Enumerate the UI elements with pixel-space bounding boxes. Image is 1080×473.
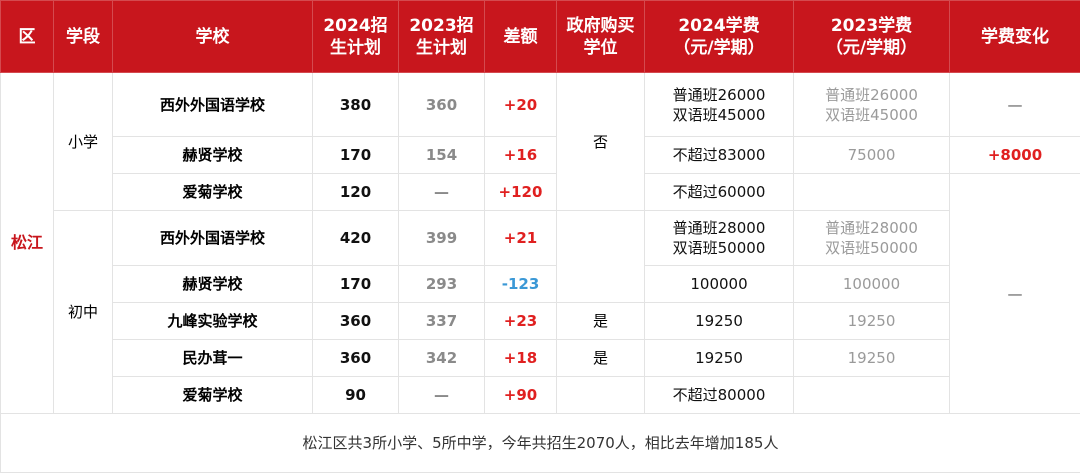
plan-2024-cell: 360 [312,339,399,377]
diff-cell: +90 [484,376,557,414]
header-text: 2023招 [409,15,474,36]
table-row: 爱菊学校 120 — +120 不超过60000 — [1,173,1080,414]
fee-line: 普通班28000 [672,219,766,237]
district-cell: 松江 [0,72,54,414]
table-row: 爱菊学校 90 — +90 不超过80000 [1,376,1080,414]
header-text: 生计划 [416,37,467,58]
plan-2023-cell: 399 [398,210,485,266]
header-plan-2024: 2024招 生计划 [312,0,399,73]
fee-2024-cell: 普通班26000 双语班45000 [644,72,794,137]
header-plan-2023: 2023招 生计划 [398,0,485,73]
fee-2024-cell: 19250 [644,302,794,340]
header-text: 2023学费 [830,15,913,36]
fee-2023-cell: 19250 [793,302,950,340]
school-cell: 民办茸一 [112,339,313,377]
diff-cell: +120 [484,173,557,211]
fee-line: 双语班50000 [825,239,918,257]
header-text: 政府购买 [566,15,635,36]
plan-2024-cell: 90 [312,376,399,414]
gov-buy-empty [556,210,645,303]
gov-buy-empty [556,376,645,414]
fee-2024-cell: 19250 [644,339,794,377]
header-text: 学位 [583,37,618,58]
table-row: 九峰实验学校 360 337 +23 是 19250 19250 [1,302,1080,340]
school-cell: 爱菊学校 [112,376,313,414]
header-fee-2024: 2024学费 （元/学期） [644,0,794,73]
fee-2024-cell: 普通班28000 双语班50000 [644,210,794,266]
diff-cell: +20 [484,72,557,137]
fee-2023-cell [793,376,950,414]
fee-line: 双语班50000 [672,239,766,257]
header-text: （元/学期） [825,37,918,58]
header-fee-change: 学费变化 [949,0,1080,73]
plan-2024-cell: 380 [312,72,399,137]
fee-line: 普通班26000 [672,85,766,104]
school-cell: 九峰实验学校 [112,302,313,340]
plan-2023-cell: 337 [398,302,485,340]
footer-row: 松江区共3所小学、5所中学，今年共招生2070人，相比去年增加185人 [0,413,1080,473]
gov-buy-no: 否 [556,72,645,211]
diff-cell: +23 [484,302,557,340]
school-cell: 赫贤学校 [112,136,313,174]
fee-2024-cell: 100000 [644,265,794,303]
stage-middle: 初中 [53,210,113,414]
fee-change-cell: — [949,72,1080,137]
plan-2024-cell: 360 [312,302,399,340]
diff-cell: +18 [484,339,557,377]
plan-2023-cell: — [398,376,485,414]
diff-cell: -123 [484,265,557,303]
header-text: 2024招 [323,15,388,36]
plan-2023-cell: 360 [398,72,485,137]
stage-primary: 小学 [53,72,113,211]
fee-change-cell: +8000 [949,136,1080,174]
fee-line: 双语班45000 [672,105,766,124]
plan-2024-cell: 420 [312,210,399,266]
table-row: 松江 小学 西外外国语学校 380 360 +20 否 普通班26000 双语班4… [0,72,1080,414]
header-diff: 差额 [484,0,557,73]
fee-2023-cell: 普通班26000 双语班45000 [793,72,950,137]
plan-2024-cell: 170 [312,265,399,303]
school-cell: 赫贤学校 [112,265,313,303]
gov-buy-yes: 是 [556,302,645,340]
fee-2024-cell: 不超过60000 [644,173,794,211]
fee-2024-cell: 不超过80000 [644,376,794,414]
fee-line: 普通班28000 [825,219,918,237]
fee-2023-cell [793,173,950,211]
header-row: 区 学段 学校 2024招 生计划 2023招 生计划 差额 政府购买 学位 2024… [0,0,1080,73]
header-school: 学校 [112,0,313,73]
plan-2024-cell: 170 [312,136,399,174]
header-district: 区 [0,0,54,73]
fee-line: 双语班45000 [825,105,918,124]
summary-text: 松江区共3所小学、5所中学，今年共招生2070人，相比去年增加185人 [0,413,1080,473]
school-cell: 西外外国语学校 [112,210,313,266]
header-gov-buy: 政府购买 学位 [556,0,645,73]
table-row: 初中 西外外国语学校 420 399 +21 普通班28000 双语班50000 … [1,210,1080,414]
table-row: 赫贤学校 170 154 +16 不超过83000 75000 +8000 [1,136,1080,174]
header-fee-2023: 2023学费 （元/学期） [793,0,950,73]
school-cell: 西外外国语学校 [112,72,313,137]
header-text: 生计划 [330,37,381,58]
header-text: （元/学期） [673,37,765,58]
fee-2023-cell: 75000 [793,136,950,174]
diff-cell: +21 [484,210,557,266]
plan-2023-cell: — [398,173,485,211]
fee-2023-cell: 19250 [793,339,950,377]
school-cell: 爱菊学校 [112,173,313,211]
fee-2024-cell: 不超过83000 [644,136,794,174]
diff-cell: +16 [484,136,557,174]
fee-2023-cell: 普通班28000 双语班50000 [793,210,950,266]
table-row: 赫贤学校 170 293 -123 100000 100000 [1,265,1080,303]
gov-buy-yes: 是 [556,339,645,377]
header-stage: 学段 [53,0,113,73]
fee-change-middle: — [949,173,1080,414]
header-text: 2024学费 [678,15,760,36]
table-row: 民办茸一 360 342 +18 是 19250 19250 [1,339,1080,377]
fee-2023-cell: 100000 [793,265,950,303]
plan-2024-cell: 120 [312,173,399,211]
plan-2023-cell: 154 [398,136,485,174]
plan-2023-cell: 342 [398,339,485,377]
plan-2023-cell: 293 [398,265,485,303]
fee-line: 普通班26000 [825,85,918,104]
